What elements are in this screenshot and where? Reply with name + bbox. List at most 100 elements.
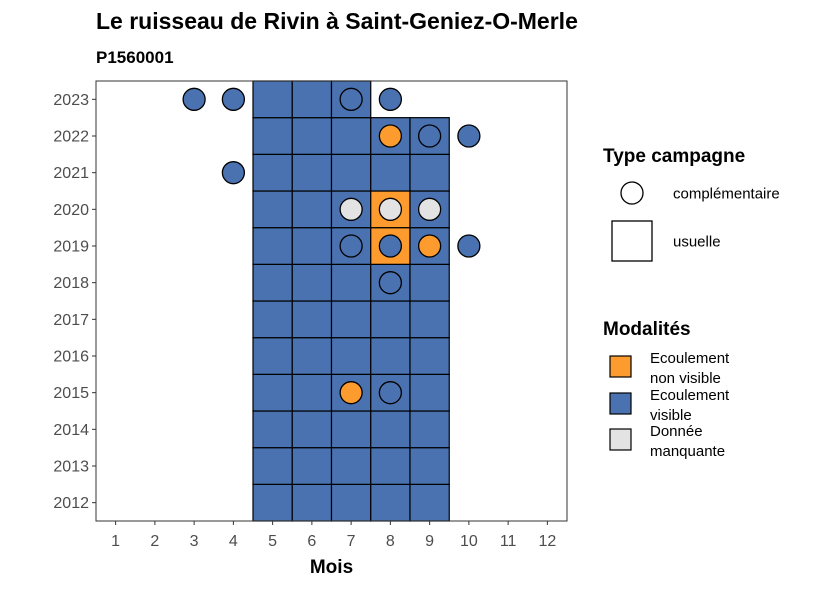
tile-2013-9 — [409, 447, 450, 485]
tile-2013-6 — [291, 447, 333, 485]
x-tick-label: 10 — [460, 533, 478, 550]
x-tick-label: 1 — [111, 533, 120, 550]
tile-2017-7 — [330, 300, 372, 339]
point-2019-9 — [417, 234, 442, 258]
tile-2014-5 — [252, 410, 293, 449]
legend-modalite-label: Ecoulement — [650, 350, 730, 367]
tile-2015-5 — [252, 373, 293, 412]
tile-2015-6 — [291, 373, 333, 412]
tile-2013-8 — [370, 447, 411, 485]
tile-2017-5 — [252, 300, 293, 339]
y-tick-label: 2023 — [53, 92, 89, 109]
x-tick-label: 3 — [190, 533, 199, 550]
y-tick-label: 2013 — [53, 459, 89, 476]
tile-2021-9 — [409, 153, 450, 192]
y-tick-label: 2015 — [53, 385, 89, 402]
tile-2017-8 — [370, 300, 411, 339]
tile-2016-6 — [291, 337, 333, 375]
x-tick-label: 4 — [229, 533, 238, 550]
tile-2022-7 — [330, 117, 372, 155]
chart-title: Le ruisseau de Rivin à Saint-Geniez-O-Me… — [96, 8, 578, 34]
point-2023-3 — [182, 87, 206, 111]
tile-2021-6 — [291, 153, 333, 192]
legend-modalite-label: Donnée — [650, 423, 703, 440]
x-tick-label: 11 — [500, 533, 517, 550]
tile-2012-6 — [291, 483, 333, 522]
legend-modalites-title: Modalités — [603, 319, 691, 340]
x-axis-title: Mois — [310, 557, 353, 578]
tile-2012-8 — [370, 483, 411, 522]
tile-2018-7 — [330, 263, 372, 302]
tile-2012-7 — [330, 483, 372, 522]
tile-2014-8 — [370, 410, 411, 449]
legend-modalite-key — [609, 428, 632, 451]
legend-modalite-key — [609, 392, 632, 415]
legend-modalite-label: manquante — [650, 443, 725, 460]
tile-2023-5 — [252, 80, 293, 119]
y-tick-label: 2012 — [53, 495, 89, 512]
tile-2014-7 — [330, 410, 372, 449]
complementaire-points — [182, 87, 481, 405]
y-tick-label: 2020 — [53, 202, 89, 219]
legend-type-label: usuelle — [673, 234, 721, 251]
tile-2022-6 — [291, 117, 333, 155]
usuelle-tiles — [252, 80, 450, 522]
tile-2018-6 — [291, 263, 333, 302]
tile-2018-9 — [409, 263, 450, 302]
point-2020-9 — [417, 197, 442, 221]
x-tick-label: 6 — [307, 533, 316, 550]
point-2019-7 — [339, 234, 363, 258]
legend-type-label: complémentaire — [673, 186, 780, 203]
tile-2014-6 — [291, 410, 333, 449]
tile-2014-9 — [409, 410, 450, 449]
y-axis: 2012 2013 2014 2015 2016 2017 2018 2019 2020 2021… — [53, 92, 96, 512]
tile-2016-5 — [252, 337, 293, 375]
y-tick-label: 2018 — [53, 275, 89, 292]
point-2022-10 — [457, 124, 481, 148]
x-axis: 1 2 3 4 5 6 7 8 9 10 11 12 — [111, 521, 556, 550]
point-2015-8 — [378, 381, 403, 405]
legend-type-title: Type campagne — [603, 146, 745, 167]
tile-2016-9 — [409, 337, 450, 375]
point-2022-9 — [417, 124, 442, 148]
y-tick-label: 2016 — [53, 349, 89, 366]
legend-modalite-label: Ecoulement — [650, 387, 730, 404]
y-tick-label: 2014 — [53, 422, 89, 439]
y-tick-label: 2019 — [53, 239, 89, 256]
tile-2012-9 — [409, 483, 450, 522]
point-2022-8 — [378, 124, 403, 148]
y-tick-label: 2021 — [53, 165, 89, 182]
tile-2016-7 — [330, 337, 372, 375]
tile-2016-8 — [370, 337, 411, 375]
plot-panel-border — [95, 80, 568, 522]
tile-2020-6 — [291, 190, 333, 229]
legend-square-key — [611, 220, 653, 262]
point-2018-8 — [378, 271, 403, 295]
tile-2013-7 — [330, 447, 372, 485]
point-2023-8 — [378, 87, 403, 111]
tile-2017-6 — [291, 300, 333, 339]
y-tick-label: 2017 — [53, 312, 89, 329]
point-2021-4 — [221, 161, 246, 185]
point-2019-8 — [378, 234, 403, 258]
x-tick-label: 12 — [538, 533, 556, 550]
x-tick-label: 9 — [425, 533, 434, 550]
tile-2021-7 — [330, 153, 372, 192]
point-2020-8 — [378, 197, 403, 221]
x-tick-label: 5 — [268, 533, 277, 550]
tile-2013-5 — [252, 447, 293, 485]
tile-2020-5 — [252, 190, 293, 229]
legend-modalite-key — [609, 355, 632, 378]
point-2023-4 — [221, 87, 246, 111]
tile-2018-5 — [252, 263, 293, 302]
legend-modalite-label: non visible — [650, 370, 721, 387]
tile-2019-5 — [252, 227, 293, 265]
tile-2019-6 — [291, 227, 333, 265]
y-tick-label: 2022 — [53, 129, 89, 146]
tile-2021-8 — [370, 153, 411, 192]
tile-2015-9 — [409, 373, 450, 412]
tile-2017-9 — [409, 300, 450, 339]
point-2023-7 — [339, 87, 363, 111]
point-2019-10 — [457, 234, 481, 258]
